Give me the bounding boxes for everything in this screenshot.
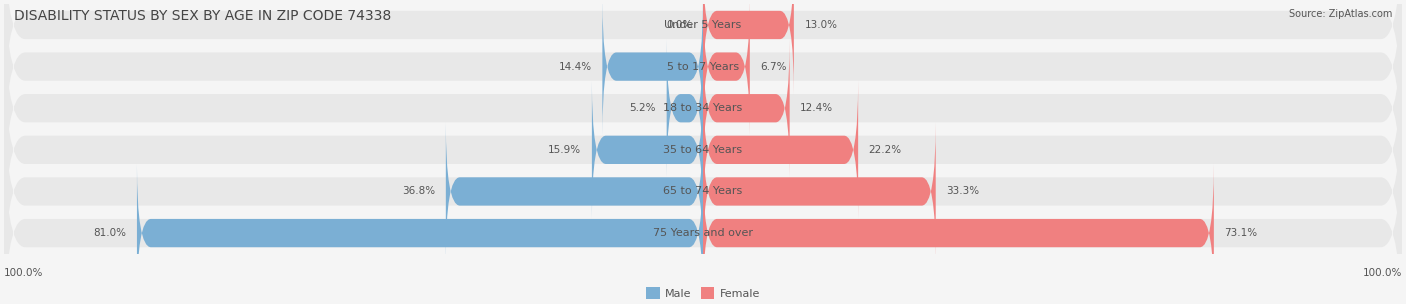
Text: 14.4%: 14.4% — [558, 62, 592, 72]
Text: 22.2%: 22.2% — [869, 145, 901, 155]
FancyBboxPatch shape — [4, 0, 1402, 136]
Text: 81.0%: 81.0% — [93, 228, 127, 238]
Text: 5 to 17 Years: 5 to 17 Years — [666, 62, 740, 72]
Text: 6.7%: 6.7% — [761, 62, 787, 72]
FancyBboxPatch shape — [136, 164, 703, 302]
FancyBboxPatch shape — [703, 39, 790, 177]
Text: 75 Years and over: 75 Years and over — [652, 228, 754, 238]
FancyBboxPatch shape — [602, 0, 703, 136]
FancyBboxPatch shape — [703, 0, 794, 94]
Text: 65 to 74 Years: 65 to 74 Years — [664, 186, 742, 196]
Text: 5.2%: 5.2% — [630, 103, 657, 113]
Text: 100.0%: 100.0% — [1362, 268, 1402, 278]
FancyBboxPatch shape — [4, 0, 1402, 219]
FancyBboxPatch shape — [4, 81, 1402, 302]
Text: 33.3%: 33.3% — [946, 186, 980, 196]
Text: 15.9%: 15.9% — [548, 145, 582, 155]
Text: 13.0%: 13.0% — [804, 20, 838, 30]
Text: Under 5 Years: Under 5 Years — [665, 20, 741, 30]
Text: 73.1%: 73.1% — [1225, 228, 1257, 238]
FancyBboxPatch shape — [4, 123, 1402, 304]
FancyBboxPatch shape — [703, 81, 858, 219]
Text: 18 to 34 Years: 18 to 34 Years — [664, 103, 742, 113]
Text: 35 to 64 Years: 35 to 64 Years — [664, 145, 742, 155]
FancyBboxPatch shape — [703, 164, 1213, 302]
FancyBboxPatch shape — [446, 123, 703, 261]
Legend: Male, Female: Male, Female — [641, 283, 765, 303]
Text: 100.0%: 100.0% — [4, 268, 44, 278]
FancyBboxPatch shape — [703, 123, 936, 261]
Text: 36.8%: 36.8% — [402, 186, 436, 196]
Text: 0.0%: 0.0% — [666, 20, 693, 30]
FancyBboxPatch shape — [4, 39, 1402, 261]
Text: DISABILITY STATUS BY SEX BY AGE IN ZIP CODE 74338: DISABILITY STATUS BY SEX BY AGE IN ZIP C… — [14, 9, 391, 23]
FancyBboxPatch shape — [4, 0, 1402, 177]
Text: Source: ZipAtlas.com: Source: ZipAtlas.com — [1288, 9, 1392, 19]
Text: 12.4%: 12.4% — [800, 103, 834, 113]
FancyBboxPatch shape — [592, 81, 703, 219]
FancyBboxPatch shape — [666, 39, 703, 177]
FancyBboxPatch shape — [703, 0, 749, 136]
